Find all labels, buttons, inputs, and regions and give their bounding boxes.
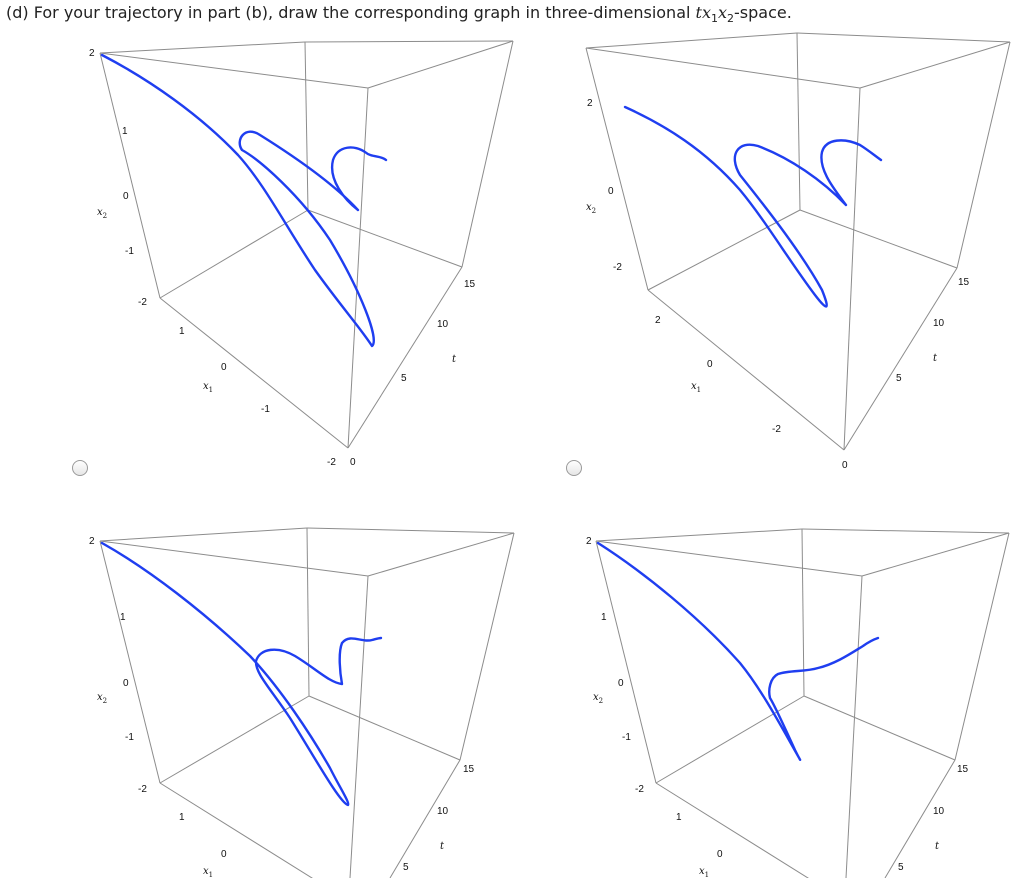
tick-x1-0: 0 — [221, 362, 227, 373]
axis-label-x2: x2 — [97, 692, 107, 705]
axis-label-t: t — [452, 354, 457, 365]
tick-t-15: 15 — [464, 279, 476, 290]
axis-label-x1: x1 — [203, 381, 213, 394]
plot-box — [99, 40, 514, 449]
tick-x1-1: 1 — [179, 326, 185, 337]
tick-x2-m2: -2 — [613, 262, 622, 273]
option-c-plot: 2 1 0 -1 -2 1 0 5 10 15 x2 x1 t — [89, 527, 515, 878]
plot-box — [585, 32, 1011, 451]
plot-box — [99, 527, 515, 878]
tick-x2-0: 0 — [123, 678, 129, 689]
tick-x2-1: 1 — [120, 612, 126, 623]
tick-x2-2: 2 — [586, 536, 592, 547]
tick-t-15: 15 — [958, 277, 970, 288]
axis-label-x1: x1 — [699, 866, 709, 878]
axis-label-x2: x2 — [593, 692, 603, 705]
tick-t-10: 10 — [437, 806, 449, 817]
tick-t-5: 5 — [403, 862, 409, 873]
option-b-plot: 2 0 -2 2 0 -2 0 5 10 15 x2 x1 t — [585, 32, 1011, 470]
question-text: (d) For your trajectory in part (b), dra… — [6, 3, 792, 25]
trajectory-curve — [100, 541, 383, 807]
tick-x2-0: 0 — [608, 186, 614, 197]
tick-x1-2: 2 — [655, 315, 661, 326]
tick-x2-2: 2 — [89, 536, 95, 547]
tick-x2-0: 0 — [618, 678, 624, 689]
tick-x2-m1: -1 — [125, 732, 134, 743]
trajectory-curve — [596, 541, 880, 762]
tick-x1-0: 0 — [707, 359, 713, 370]
option-d-plot: 2 1 0 -1 -2 1 0 5 10 15 x2 x1 t — [586, 528, 1010, 878]
axis-label-t: t — [440, 841, 445, 852]
option-a-radio[interactable] — [72, 460, 88, 476]
tick-x2-0: 0 — [123, 191, 129, 202]
question-suffix: -space. — [734, 3, 792, 22]
tick-x1-0: 0 — [221, 849, 227, 860]
axis-label-x1: x1 — [691, 381, 701, 394]
question-var-t: tx — [695, 3, 711, 22]
axis-label-t: t — [935, 841, 940, 852]
axis-label-x2: x2 — [97, 207, 107, 220]
tick-x1-m2: -2 — [772, 424, 781, 435]
tick-t-15: 15 — [957, 764, 969, 775]
question-var-x2: x — [717, 3, 728, 22]
tick-t-0: 0 — [350, 457, 356, 468]
option-b-radio[interactable] — [566, 460, 582, 476]
tick-x1-1: 1 — [179, 812, 185, 823]
tick-t-10: 10 — [933, 806, 945, 817]
tick-x2-m1: -1 — [622, 732, 631, 743]
question-sub1: 1 — [710, 12, 718, 26]
tick-x1-1: 1 — [676, 812, 682, 823]
plot-box — [595, 528, 1010, 878]
tick-t-5: 5 — [896, 373, 902, 384]
tick-t-10: 10 — [933, 318, 945, 329]
axis-label-x1: x1 — [203, 866, 213, 878]
option-a-plot: 2 1 0 -1 -2 1 0 -1 -2 0 5 10 15 x2 x1 t — [89, 40, 514, 468]
tick-x1-m1: -1 — [261, 404, 270, 415]
question-sub2: 2 — [727, 12, 735, 26]
question-prefix: (d) For your trajectory in part (b), dra… — [6, 3, 696, 22]
tick-x1-m2: -2 — [327, 457, 336, 468]
tick-x2-2: 2 — [587, 98, 593, 109]
tick-x2-1: 1 — [122, 126, 128, 137]
tick-t-0: 0 — [842, 460, 848, 470]
tick-t-10: 10 — [437, 319, 449, 330]
tick-x2-2: 2 — [89, 48, 95, 59]
axis-label-t: t — [933, 353, 938, 364]
tick-x2-1: 1 — [601, 612, 607, 623]
tick-x2-m2: -2 — [138, 297, 147, 308]
tick-x1-0: 0 — [717, 849, 723, 860]
tick-t-5: 5 — [401, 373, 407, 384]
trajectory-curve — [623, 105, 883, 308]
tick-t-5: 5 — [898, 862, 904, 873]
tick-x2-m2: -2 — [635, 784, 644, 795]
axis-label-x2: x2 — [586, 202, 596, 215]
tick-x2-m2: -2 — [138, 784, 147, 795]
trajectory-curve — [100, 53, 388, 348]
tick-x2-m1: -1 — [125, 246, 134, 257]
tick-t-15: 15 — [463, 764, 475, 775]
